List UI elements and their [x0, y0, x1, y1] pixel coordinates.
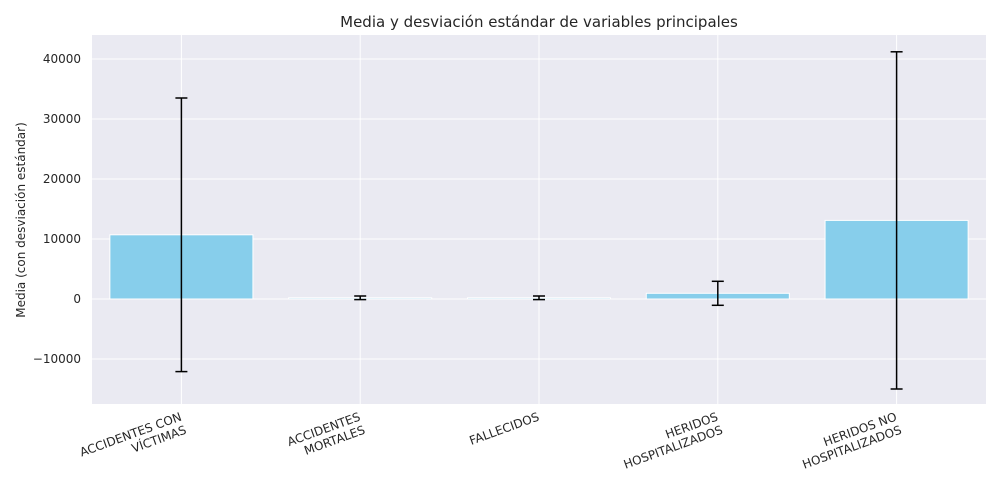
- y-tick-label: 40000: [43, 52, 81, 66]
- y-tick-label: 0: [73, 292, 81, 306]
- y-tick-label: 20000: [43, 172, 81, 186]
- y-tick-labels: −10000 0 10000 20000 30000 40000: [33, 52, 81, 366]
- x-tick-labels: ACCIDENTES CONVÍCTIMAS ACCIDENTESMORTALES…: [78, 410, 904, 473]
- x-tick-label: ACCIDENTES CONVÍCTIMAS: [78, 410, 188, 473]
- x-tick-label: HERIDOSHOSPITALIZADOS: [617, 410, 725, 472]
- error-bars: [175, 51, 903, 390]
- y-tick-label: 10000: [43, 232, 81, 246]
- y-tick-label: −10000: [33, 352, 81, 366]
- chart-title: Media y desviación estándar de variables…: [340, 13, 738, 31]
- x-tick-label: FALLECIDOS: [467, 410, 541, 448]
- x-tick-label: HERIDOS NOHOSPITALIZADOS: [796, 410, 904, 472]
- x-tick-label-line: FALLECIDOS: [467, 410, 541, 448]
- x-tick-label: ACCIDENTESMORTALES: [285, 410, 367, 463]
- y-tick-label: 30000: [43, 112, 81, 126]
- y-axis-label: Media (con desviación estándar): [14, 122, 28, 318]
